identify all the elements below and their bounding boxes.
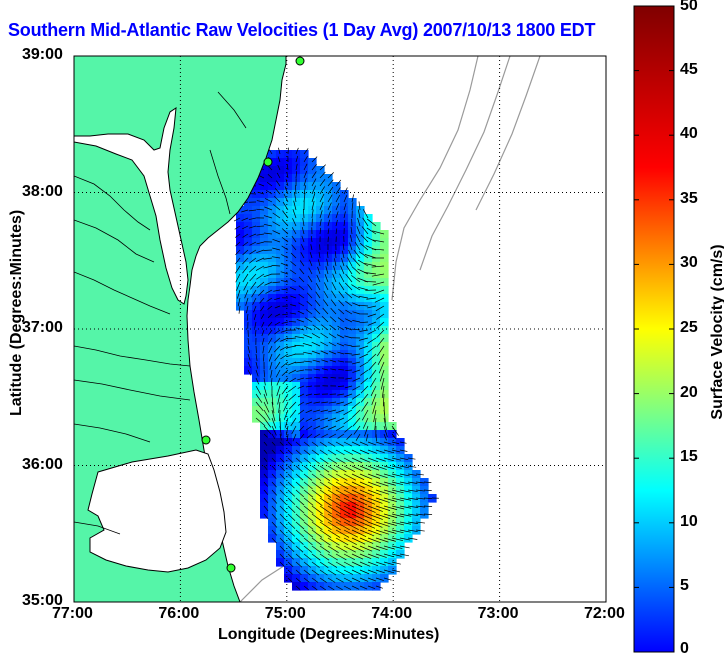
grid-lines [74,56,606,602]
colorbar-tick-label: 20 [680,383,698,401]
plot-frame [73,55,607,603]
x-tick-label: 76:00 [158,605,200,622]
x-axis-label: Longitude (Degrees:Minutes) [218,626,440,643]
y-tick-label: 38:00 [22,182,63,200]
colorbar-gradient [633,5,675,653]
pamlico-sound [87,449,227,573]
radar-site-marker [226,563,236,573]
colorbar-tick-label: 0 [680,640,689,657]
radar-site-marker [295,56,305,66]
colorbar-tick-label: 40 [680,125,698,143]
colorbar-label: Surface Velocity (cm/s) [709,244,724,420]
colorbar-tick-label: 30 [680,254,698,272]
colorbar-tick-label: 25 [680,319,698,336]
x-tick-label: 75:00 [264,605,306,622]
colorbar-tick-label: 35 [680,189,698,207]
x-tick-label: 77:00 [52,605,93,622]
bathymetry-contour [475,56,541,211]
y-axis-label: Latitude (Degrees:Minutes) [8,209,25,416]
bathymetry-contour [391,56,479,301]
colorbar-tick-label: 5 [680,577,689,595]
hf-radar-sites [201,56,305,573]
bathymetry-contour [239,561,291,602]
colorbar-tick-label: 15 [680,448,698,466]
chesapeake-bay [74,106,189,305]
y-tick-label: 35:00 [22,592,63,609]
radar-site-marker [201,435,211,445]
x-tick-label: 73:00 [477,605,519,622]
y-tick-label: 36:00 [22,455,63,473]
y-tick-label: 39:00 [22,46,63,63]
colorbar-tick-label: 45 [680,60,698,78]
x-tick-label: 74:00 [371,605,413,622]
colorbar-tick-label: 50 [680,0,698,14]
page-title: Southern Mid-Atlantic Raw Velocities (1 … [8,20,596,40]
rivers [74,91,247,535]
velocity-vectors [233,147,439,591]
radar-site-marker [263,157,273,167]
colorbar-tick-marks [634,5,674,653]
x-tick-label: 72:00 [584,605,625,622]
colorbar-tick-label: 10 [680,512,698,530]
bathymetry-contour [419,56,511,271]
y-tick-label: 37:00 [22,319,63,336]
